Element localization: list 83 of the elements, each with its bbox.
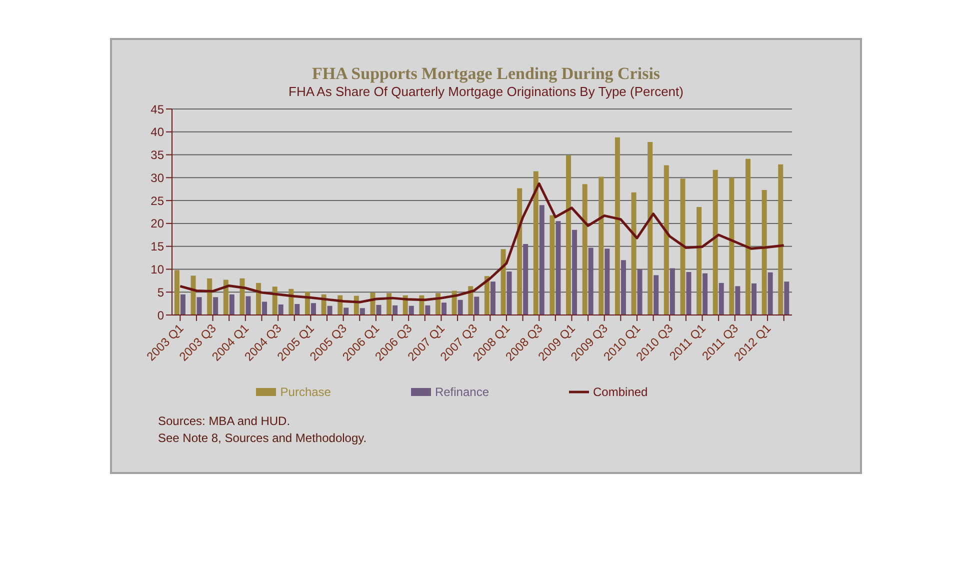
- bar: [566, 155, 572, 315]
- y-tick-label: 5: [157, 285, 164, 300]
- bar: [425, 305, 430, 315]
- bar: [664, 165, 669, 315]
- bar: [327, 306, 332, 315]
- bar: [360, 308, 365, 315]
- bar: [604, 248, 610, 315]
- bar: [294, 304, 300, 315]
- bar: [468, 286, 474, 315]
- chart-title: FHA Supports Mortgage Lending During Crisis: [310, 64, 662, 84]
- y-tick-label: 35: [150, 148, 164, 162]
- bar: [582, 184, 588, 315]
- bar: [550, 215, 555, 315]
- y-tick-label: 10: [150, 262, 164, 276]
- bar: [180, 294, 186, 315]
- bar: [712, 170, 718, 315]
- bar: [533, 171, 538, 315]
- bar: [196, 297, 202, 315]
- bar: [506, 272, 512, 315]
- bar: [631, 192, 636, 315]
- y-tick-label: 0: [157, 308, 164, 322]
- bar: [229, 294, 234, 315]
- bar: [190, 276, 196, 315]
- bar: [752, 283, 756, 315]
- y-tick-label: 40: [150, 125, 164, 140]
- bar: [517, 188, 522, 315]
- bar: [246, 296, 251, 315]
- bar: [735, 286, 740, 315]
- text: See Note 8, Sources and Methodology.: [158, 430, 368, 447]
- y-tick-label: 45: [150, 102, 164, 116]
- bar: [376, 304, 382, 315]
- bar: [490, 282, 496, 315]
- bar: [474, 296, 480, 315]
- bar: [637, 269, 642, 315]
- bar: [729, 178, 734, 315]
- bar: [408, 306, 414, 315]
- bar: [207, 278, 212, 315]
- bar: [213, 297, 218, 315]
- legend-label: Refinance: [434, 385, 490, 399]
- bar: [523, 244, 528, 315]
- bar: [392, 305, 398, 315]
- bar: [696, 206, 702, 315]
- bar: [442, 302, 446, 315]
- bar: [598, 176, 604, 315]
- bar: [680, 178, 686, 315]
- bar: [500, 249, 506, 315]
- bar: [458, 300, 463, 315]
- bar: [344, 308, 349, 315]
- bar: [686, 272, 692, 315]
- bar: [784, 282, 790, 315]
- bar: [272, 286, 278, 315]
- bar: [762, 190, 767, 315]
- bar: [670, 268, 675, 315]
- bar: [278, 304, 284, 315]
- y-tick-label: 15: [150, 240, 164, 254]
- bar: [484, 276, 490, 315]
- bar: [620, 260, 626, 315]
- bar: [256, 282, 262, 315]
- y-tick-label: 30: [150, 170, 164, 185]
- bar: [654, 275, 659, 315]
- bar: [768, 272, 773, 315]
- chart-subtitle: FHA As Share Of Quarterly Mortgage Originations By Type (Percent): [288, 84, 684, 99]
- bar: [310, 303, 316, 315]
- bar: [262, 302, 268, 315]
- legend-label: Purchase: [279, 385, 331, 399]
- bar: [718, 282, 724, 315]
- legend-label: Combined: [592, 385, 648, 399]
- bar: [648, 142, 653, 315]
- source-note: Sources: MBA and HUD.: [158, 413, 292, 430]
- bar: [778, 164, 784, 315]
- y-tick-label: 20: [150, 216, 164, 231]
- bar: [614, 137, 620, 315]
- bar: [746, 158, 750, 315]
- bar: [174, 270, 180, 315]
- bar: [556, 221, 561, 315]
- bar: [240, 278, 245, 315]
- bar: [572, 230, 578, 315]
- bar: [588, 248, 594, 315]
- bar: [223, 280, 228, 315]
- bar: [539, 205, 544, 315]
- bar: [702, 273, 708, 315]
- y-tick-label: 25: [150, 194, 164, 208]
- line-series: [178, 182, 786, 304]
